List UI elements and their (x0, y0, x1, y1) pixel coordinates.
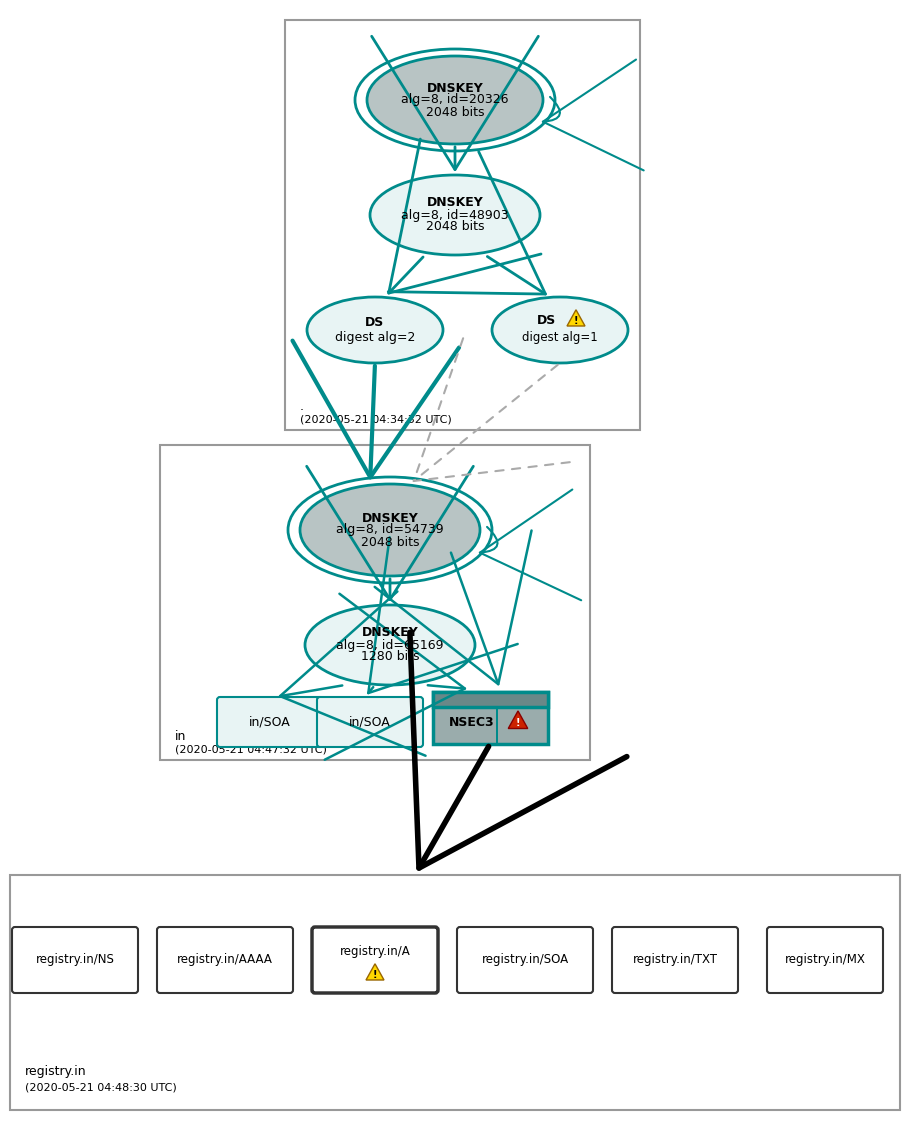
FancyArrowPatch shape (480, 490, 582, 600)
Text: registry.in/MX: registry.in/MX (785, 953, 866, 967)
Text: registry.in/AAAA: registry.in/AAAA (177, 953, 273, 967)
FancyBboxPatch shape (217, 697, 323, 747)
Text: DNSKEY: DNSKEY (362, 512, 419, 524)
Text: alg=8, id=65169: alg=8, id=65169 (336, 639, 443, 651)
FancyArrowPatch shape (372, 37, 539, 170)
FancyBboxPatch shape (767, 927, 883, 993)
FancyArrowPatch shape (388, 151, 545, 294)
Bar (285, 19, 640, 430)
Ellipse shape (492, 297, 628, 362)
Text: digest alg=2: digest alg=2 (335, 330, 415, 343)
FancyArrowPatch shape (292, 341, 459, 477)
Text: 2048 bits: 2048 bits (426, 220, 485, 234)
Text: registry.in/TXT: registry.in/TXT (633, 953, 717, 967)
Text: alg=8, id=48903: alg=8, id=48903 (401, 209, 508, 221)
Text: in: in (175, 729, 186, 743)
Ellipse shape (305, 604, 475, 685)
Text: registry.in/NS: registry.in/NS (36, 953, 114, 967)
Text: .: . (300, 400, 304, 413)
Bar (10, 875, 900, 1110)
Text: registry.in: registry.in (25, 1066, 87, 1078)
FancyArrowPatch shape (368, 537, 518, 693)
FancyBboxPatch shape (312, 927, 438, 993)
Bar (432, 692, 548, 707)
Ellipse shape (370, 175, 540, 255)
Polygon shape (366, 963, 384, 980)
Ellipse shape (367, 56, 543, 145)
Text: DS: DS (365, 317, 385, 329)
Text: DNSKEY: DNSKEY (427, 196, 484, 210)
FancyArrowPatch shape (409, 632, 627, 868)
FancyBboxPatch shape (157, 927, 293, 993)
FancyArrowPatch shape (307, 467, 474, 600)
Text: DS: DS (537, 313, 556, 327)
Ellipse shape (300, 484, 480, 576)
FancyBboxPatch shape (12, 927, 138, 993)
Bar (160, 445, 590, 760)
Text: in/SOA: in/SOA (349, 716, 391, 728)
Text: NSEC3: NSEC3 (449, 716, 495, 728)
Text: 1280 bits: 1280 bits (361, 650, 420, 663)
FancyBboxPatch shape (457, 927, 593, 993)
Text: registry.in/A: registry.in/A (340, 945, 410, 959)
FancyBboxPatch shape (612, 927, 738, 993)
Text: DNSKEY: DNSKEY (427, 81, 484, 94)
Text: !: ! (373, 970, 377, 981)
Text: (2020-05-21 04:34:32 UTC): (2020-05-21 04:34:32 UTC) (300, 415, 452, 426)
Text: !: ! (573, 317, 578, 326)
Ellipse shape (307, 297, 443, 362)
Bar (432, 692, 548, 744)
Text: 2048 bits: 2048 bits (426, 106, 485, 118)
Text: digest alg=1: digest alg=1 (522, 331, 598, 344)
Polygon shape (508, 711, 528, 728)
FancyArrowPatch shape (324, 594, 465, 759)
Text: 2048 bits: 2048 bits (361, 536, 420, 548)
Text: in/SOA: in/SOA (249, 716, 291, 728)
Text: !: ! (516, 718, 520, 728)
Bar (496, 707, 498, 744)
Text: (2020-05-21 04:48:30 UTC): (2020-05-21 04:48:30 UTC) (25, 1082, 177, 1092)
FancyArrowPatch shape (414, 333, 570, 481)
FancyArrowPatch shape (388, 139, 541, 294)
Text: alg=8, id=54739: alg=8, id=54739 (336, 523, 444, 537)
Polygon shape (567, 310, 585, 326)
Text: (2020-05-21 04:47:32 UTC): (2020-05-21 04:47:32 UTC) (175, 746, 327, 755)
Text: registry.in/SOA: registry.in/SOA (482, 953, 569, 967)
FancyArrowPatch shape (280, 592, 426, 756)
Text: alg=8, id=20326: alg=8, id=20326 (401, 94, 508, 107)
FancyArrowPatch shape (543, 60, 644, 171)
Text: DNSKEY: DNSKEY (362, 626, 419, 640)
FancyArrowPatch shape (375, 531, 531, 684)
FancyBboxPatch shape (317, 697, 423, 747)
